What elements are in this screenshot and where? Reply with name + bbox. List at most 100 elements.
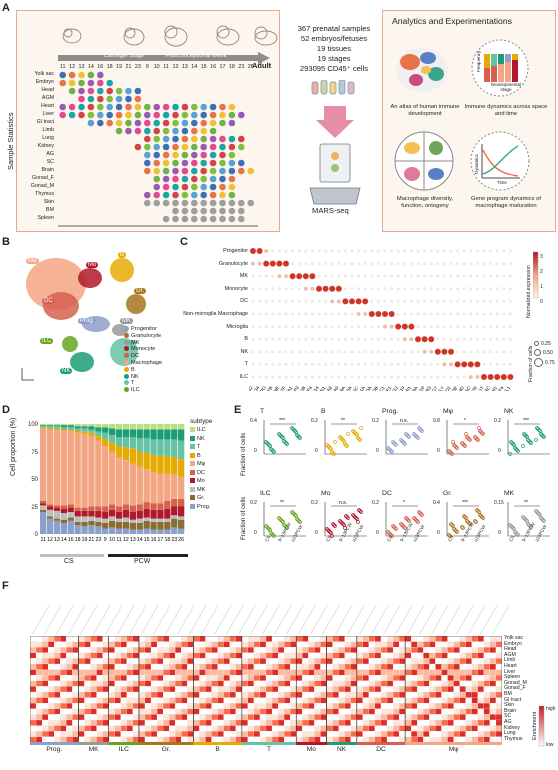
heatmap-group-bar: [405, 742, 502, 745]
heatmap-cell: [199, 636, 206, 642]
sample-count-dot: [191, 159, 198, 167]
heatmap-cell: [417, 663, 424, 670]
heatmap-cell: [453, 669, 460, 676]
heatmap-cell: [477, 714, 484, 721]
stacked-bar-segment: [150, 454, 157, 473]
stacked-bar-segment: [157, 509, 164, 519]
sample-count-dot: [68, 79, 76, 87]
strip-point: [297, 435, 301, 439]
gene-tick-label: S100A9: [326, 385, 340, 391]
heatmap-cell: [175, 675, 182, 681]
heatmap-cell: [374, 641, 382, 648]
heatmap-cell: [447, 725, 454, 732]
heatmap-cell: [386, 708, 394, 715]
heatmap-cell: [465, 636, 472, 642]
sample-count-dot: [219, 135, 226, 143]
marker-dot: [489, 249, 492, 253]
heatmap-cell: [217, 658, 224, 665]
strip-point: [512, 527, 516, 531]
heatmap-cell: [175, 647, 182, 653]
heatmap-cell: [435, 647, 442, 653]
heatmap-row-label: AGM: [504, 651, 516, 658]
heatmap-cell: [235, 731, 242, 737]
heatmap-cell: [78, 691, 85, 698]
heatmap-cell: [132, 663, 140, 670]
marker-dot: [317, 262, 321, 265]
marker-dot: [330, 375, 334, 379]
strip-point: [272, 450, 276, 454]
tissue-label: Yolk sac: [34, 71, 54, 77]
strip-point: [339, 520, 343, 524]
heatmap-cell: [278, 714, 285, 721]
stacked-bar-segment: [157, 473, 164, 504]
gene-tick-label: CD79A: [406, 385, 419, 391]
strip-point: [475, 437, 479, 441]
marker-dot: [357, 262, 360, 265]
marker-dot: [357, 287, 360, 291]
marker-dot: [289, 273, 296, 280]
stage-x-tick-label: 23: [95, 537, 101, 542]
marker-dot: [383, 300, 387, 303]
sample-count-dot: [181, 103, 189, 111]
heatmap-cell: [465, 708, 472, 715]
heatmap-cell: [489, 714, 497, 721]
sample-count-dot: [228, 191, 236, 199]
strip-plot-y0: 0: [254, 448, 257, 454]
marker-dot: [344, 350, 347, 354]
strip-point: [474, 436, 478, 440]
heatmap-cell: [302, 652, 309, 659]
heatmap-cell: [290, 636, 297, 642]
heatmap-cell: [429, 719, 436, 726]
stacked-bar-segment: [164, 529, 171, 534]
marker-dot: [363, 375, 367, 379]
marker-dot: [324, 274, 327, 278]
strip-point: [290, 426, 294, 430]
heatmap-cell: [314, 691, 321, 698]
heatmap-cell: [399, 680, 406, 687]
heatmap-cell: [144, 697, 152, 704]
adult-label: Adult: [252, 61, 272, 70]
heatmap-cell: [392, 708, 400, 715]
heatmap-row-label: Liver: [504, 668, 516, 675]
sample-count-dot: [172, 207, 179, 215]
heatmap-cell: [356, 714, 363, 721]
heatmap-cell: [411, 725, 418, 732]
panel-e-ylabel-bottom: Fraction of cells: [240, 496, 247, 540]
heatmap-cell: [138, 691, 146, 698]
heatmap-cell: [453, 708, 460, 715]
umap-cluster-label: T: [128, 340, 136, 346]
heatmap-cell: [163, 680, 170, 687]
strip-point: [464, 432, 468, 436]
stacked-bar-segment: [46, 504, 54, 507]
marker-dot: [449, 249, 453, 253]
heatmap-cell: [278, 731, 285, 737]
mars-seq-label: MARS-seq: [312, 206, 349, 215]
heatmap-cell: [368, 636, 376, 642]
marker-dot: [383, 350, 387, 354]
heatmap-cell: [423, 714, 430, 721]
postconceptional-week-label: Postconceptional Week: [166, 53, 227, 59]
heatmap-cell: [229, 703, 236, 709]
marker-dot: [495, 262, 499, 265]
stage-x-tick-label: 9: [104, 537, 107, 542]
heatmap-cell: [30, 697, 37, 704]
strip-point: [537, 512, 541, 516]
heatmap-cell: [54, 691, 61, 698]
marker-dot: [350, 325, 354, 328]
marker-dot: [436, 300, 440, 303]
heatmap-cell: [181, 652, 188, 659]
strip-plot-svg: **: [263, 500, 306, 538]
strip-point: [386, 530, 390, 534]
heatmap-cell: [144, 731, 152, 737]
heatmap-cell: [60, 658, 67, 665]
heatmap-cell: [150, 669, 158, 676]
heatmap-cell: [265, 708, 273, 715]
heatmap-cell: [338, 708, 345, 715]
stacked-bar-segment: [95, 431, 102, 437]
heatmap-cell: [423, 719, 430, 726]
heatmap-cell: [187, 703, 194, 709]
legend-swatch: [190, 452, 195, 458]
marker-dot: [443, 287, 446, 291]
heatmap-cell: [441, 636, 448, 642]
heatmap-cell: [223, 641, 230, 648]
